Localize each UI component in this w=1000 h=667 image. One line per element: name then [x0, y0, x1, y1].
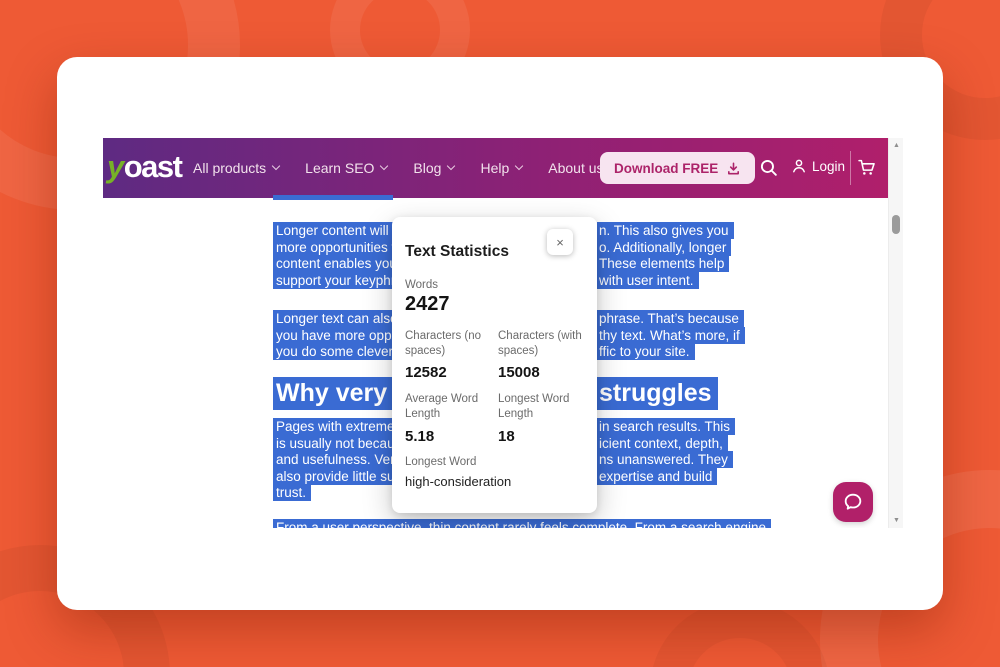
- selected-text-line: phrase. That’s because: [597, 310, 744, 327]
- login-label: Login: [812, 158, 846, 174]
- nav-item-about-us[interactable]: About us: [548, 160, 618, 176]
- words-value: 2427: [405, 293, 450, 315]
- nav-item-all-products[interactable]: All products: [193, 160, 281, 176]
- logo-y: y: [107, 149, 124, 184]
- chars-no-spaces-value: 12582: [405, 364, 447, 381]
- longest-word-value: high-consideration: [405, 474, 512, 489]
- nav-item-label: Help: [480, 160, 510, 176]
- words-label: Words: [405, 279, 439, 291]
- nav-item-label: Blog: [413, 160, 442, 176]
- selected-text-line: ffic to your site.: [597, 343, 695, 360]
- selected-text-line: thy text. What’s more, if: [597, 326, 745, 344]
- longest-word-length-value: 18: [498, 428, 515, 445]
- chars-no-spaces-label: Characters (no spaces): [405, 330, 482, 357]
- search-button[interactable]: [758, 157, 779, 178]
- nav-divider: [850, 151, 851, 185]
- selected-text-line: o. Additionally, longer: [597, 238, 732, 256]
- nav-item-blog[interactable]: Blog: [413, 160, 456, 176]
- selected-text-line: trust.: [273, 484, 312, 501]
- selected-text-line: expertise and build: [597, 467, 718, 485]
- nav-menu: All products Learn SEO Blog Help About u…: [193, 138, 618, 198]
- close-icon: ×: [556, 234, 564, 250]
- yoast-logo[interactable]: yoast: [107, 149, 183, 185]
- selected-text-line: These elements help: [597, 255, 730, 272]
- chat-widget-button[interactable]: [833, 482, 873, 522]
- background-swirl: [650, 600, 830, 667]
- selected-text-line: From a user perspective, thin content ra…: [273, 519, 771, 528]
- chevron-down-icon: [271, 161, 281, 171]
- nav-item-learn-seo[interactable]: Learn SEO: [305, 160, 389, 176]
- scrollbar[interactable]: ▲ ▼: [888, 138, 903, 528]
- chevron-down-icon: [447, 161, 456, 171]
- text-statistics-popup: × Text Statistics Words 2427 Characters …: [392, 217, 597, 513]
- selected-text-line: in search results. This: [597, 418, 736, 435]
- download-free-label: Download FREE: [614, 160, 719, 176]
- user-icon: [793, 159, 805, 173]
- cart-icon: [858, 159, 875, 175]
- nav-item-label: About us: [548, 160, 604, 176]
- scroll-up-icon[interactable]: ▲: [893, 142, 900, 149]
- chevron-down-icon: [515, 161, 524, 171]
- avg-word-length-value: 5.18: [405, 428, 435, 445]
- download-free-button[interactable]: Download FREE: [600, 152, 756, 184]
- close-button[interactable]: ×: [547, 229, 573, 255]
- section-heading-right: struggles: [597, 377, 718, 410]
- login-button[interactable]: Login: [791, 158, 845, 174]
- longest-word-length-label: Longest Word Length: [498, 393, 570, 420]
- cart-button[interactable]: [858, 159, 877, 176]
- avg-word-length-label: Average Word Length: [405, 393, 479, 420]
- chars-with-spaces-label: Characters (with spaces): [498, 330, 582, 357]
- popup-title: Text Statistics: [405, 243, 509, 260]
- selected-text-line: ns unanswered. They: [597, 451, 733, 468]
- nav-item-label: Learn SEO: [305, 160, 375, 176]
- search-icon: [760, 159, 777, 176]
- chevron-down-icon: [380, 161, 389, 171]
- chars-with-spaces-value: 15008: [498, 364, 540, 381]
- selected-text-line: icient context, depth,: [597, 434, 728, 452]
- nav-item-help[interactable]: Help: [480, 160, 524, 176]
- main-navbar: yoast All products Learn SEO Blog Help A…: [103, 138, 888, 198]
- selected-text-line: with user intent.: [597, 271, 699, 289]
- webpage-viewport: yoast All products Learn SEO Blog Help A…: [103, 138, 903, 528]
- longest-word-label: Longest Word: [405, 456, 477, 468]
- selected-text: you do some clever: [276, 344, 397, 359]
- nav-item-label: All products: [193, 160, 267, 176]
- browser-card: yoast All products Learn SEO Blog Help A…: [57, 57, 943, 610]
- scrollbar-thumb[interactable]: [892, 215, 900, 234]
- selected-text-strip: [273, 195, 393, 200]
- logo-rest: oast: [123, 149, 183, 184]
- chat-bubble-icon: [844, 493, 862, 510]
- selected-text-line: n. This also gives you: [597, 222, 734, 239]
- download-icon: [728, 162, 740, 174]
- scroll-down-icon[interactable]: ▼: [893, 517, 900, 524]
